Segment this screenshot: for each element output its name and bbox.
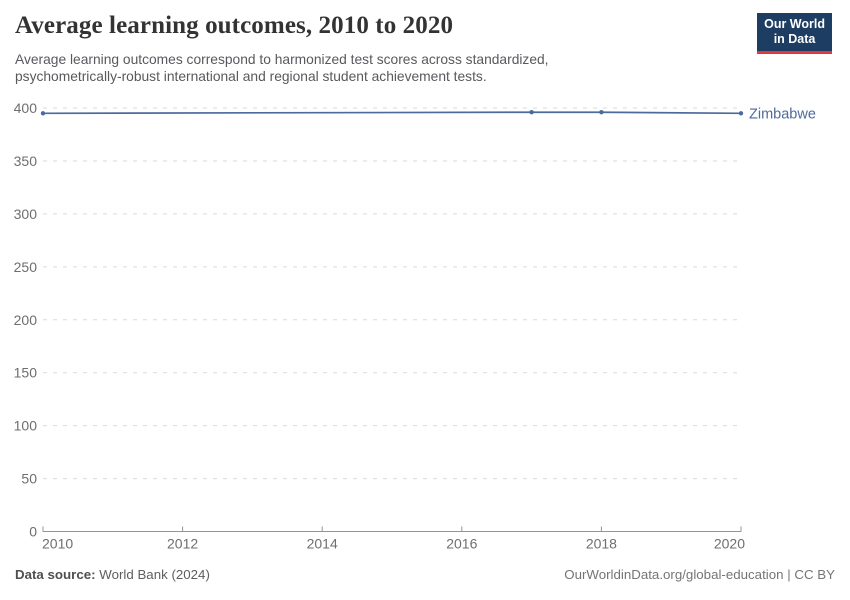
data-point-marker: [599, 110, 604, 115]
owid-logo-line1: Our World: [764, 17, 825, 31]
y-tick-label: 300: [14, 206, 38, 222]
y-tick-label: 400: [14, 100, 38, 116]
x-tick-label: 2010: [42, 536, 73, 552]
x-tick-label: 2014: [307, 536, 338, 552]
y-tick-label: 50: [21, 471, 37, 487]
y-tick-label: 250: [14, 259, 38, 275]
x-tick-label: 2018: [586, 536, 617, 552]
footer-citation-link[interactable]: OurWorldinData.org/global-education | CC…: [564, 567, 835, 582]
chart-subtitle: Average learning outcomes correspond to …: [15, 52, 549, 84]
x-tick-label: 2020: [714, 536, 745, 552]
series-line[interactable]: [42, 111, 742, 115]
series-end-label[interactable]: Zimbabwe: [749, 106, 816, 122]
chart-title: Average learning outcomes, 2010 to 2020: [15, 12, 454, 39]
y-tick-label: 0: [29, 524, 37, 540]
data-point-marker: [40, 111, 46, 116]
owid-logo-line2: in Data: [773, 32, 816, 47]
x-tick-label: 2012: [167, 536, 198, 552]
data-source-label: Data source:: [15, 567, 96, 582]
data-point-marker: [738, 111, 744, 116]
data-source: Data source: World Bank (2024): [15, 567, 210, 582]
y-tick-label: 150: [14, 365, 38, 381]
owid-logo[interactable]: Our World in Data: [757, 13, 832, 54]
y-tick-label: 350: [14, 153, 38, 169]
x-tick-label: 2016: [446, 536, 477, 552]
data-source-value: World Bank (2024): [99, 567, 210, 582]
data-point-marker: [529, 110, 534, 115]
y-tick-label: 200: [14, 312, 38, 328]
y-tick-label: 100: [14, 418, 38, 434]
